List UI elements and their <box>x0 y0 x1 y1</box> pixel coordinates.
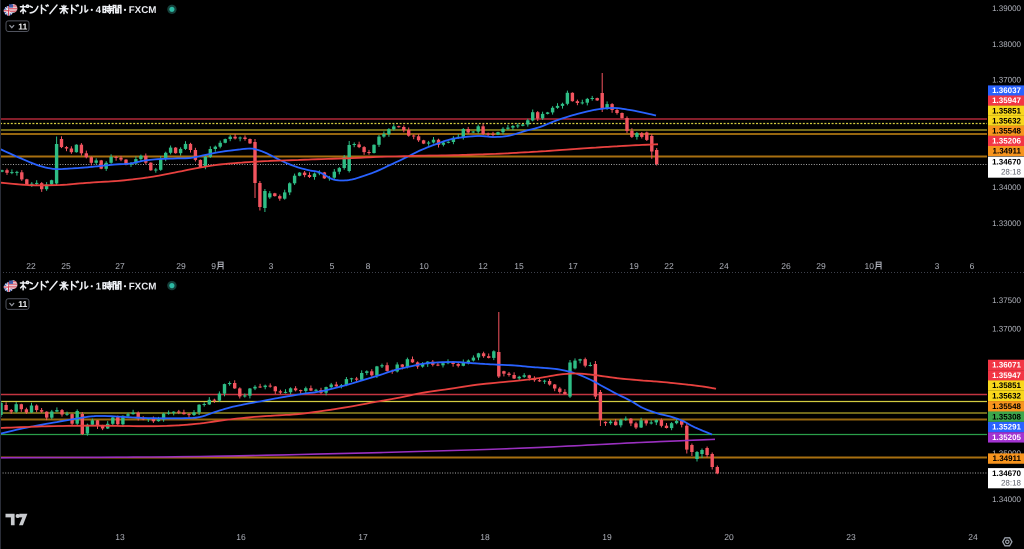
svg-text:1.34670: 1.34670 <box>992 469 1021 478</box>
svg-text:1.35548: 1.35548 <box>992 402 1021 411</box>
svg-text:3: 3 <box>935 261 940 271</box>
svg-text:1.36071: 1.36071 <box>992 360 1021 369</box>
svg-text:1.35947: 1.35947 <box>992 371 1021 380</box>
svg-text:16: 16 <box>236 532 246 542</box>
svg-text:1.35308: 1.35308 <box>992 412 1021 421</box>
svg-text:15: 15 <box>514 261 524 271</box>
svg-text:10: 10 <box>865 261 875 271</box>
svg-text:24: 24 <box>719 261 729 271</box>
svg-text:FXCM: FXCM <box>129 5 157 16</box>
svg-text:1.35548: 1.35548 <box>992 126 1021 135</box>
svg-text:24: 24 <box>968 532 978 542</box>
svg-text:18: 18 <box>480 532 490 542</box>
svg-text:1.35851: 1.35851 <box>992 106 1021 115</box>
svg-text:1.37000: 1.37000 <box>992 76 1021 85</box>
svg-text:1.34000: 1.34000 <box>992 495 1021 504</box>
svg-text:1.37500: 1.37500 <box>992 296 1021 305</box>
svg-text:23: 23 <box>846 532 856 542</box>
svg-text:1: 1 <box>96 282 102 293</box>
svg-text:19: 19 <box>602 532 612 542</box>
svg-text:17: 17 <box>358 532 368 542</box>
svg-text:20: 20 <box>724 532 734 542</box>
svg-text:28:18: 28:18 <box>1001 478 1022 487</box>
svg-text:4: 4 <box>96 5 102 16</box>
svg-text:10: 10 <box>419 261 429 271</box>
svg-text:1.36037: 1.36037 <box>992 86 1021 95</box>
svg-text:1.35632: 1.35632 <box>992 116 1021 125</box>
svg-text:1.33000: 1.33000 <box>992 219 1021 228</box>
svg-text:5: 5 <box>330 261 335 271</box>
svg-text:1.35947: 1.35947 <box>992 96 1021 105</box>
svg-text:17: 17 <box>568 261 578 271</box>
svg-text:1.34000: 1.34000 <box>992 183 1021 192</box>
svg-text:FXCM: FXCM <box>129 282 157 293</box>
svg-text:25: 25 <box>61 261 71 271</box>
svg-text:11: 11 <box>18 21 27 31</box>
svg-text:1.35291: 1.35291 <box>992 423 1021 432</box>
svg-text:12: 12 <box>478 261 488 271</box>
svg-text:1.34911: 1.34911 <box>993 147 1022 156</box>
svg-text:1.34670: 1.34670 <box>992 158 1021 167</box>
svg-text:13: 13 <box>115 532 125 542</box>
svg-text:1.35205: 1.35205 <box>992 433 1021 442</box>
svg-text:26: 26 <box>781 261 791 271</box>
svg-text:11: 11 <box>18 299 27 309</box>
svg-text:1.37000: 1.37000 <box>992 325 1021 334</box>
svg-text:3: 3 <box>269 261 274 271</box>
svg-text:29: 29 <box>816 261 826 271</box>
svg-text:1.39000: 1.39000 <box>992 4 1021 13</box>
svg-text:1.35851: 1.35851 <box>992 381 1021 390</box>
svg-text:9: 9 <box>211 261 216 271</box>
svg-text:22: 22 <box>664 261 674 271</box>
svg-text:19: 19 <box>629 261 639 271</box>
svg-text:27: 27 <box>115 261 125 271</box>
svg-text:1.35206: 1.35206 <box>992 137 1021 146</box>
svg-text:28:18: 28:18 <box>1001 168 1022 177</box>
svg-text:1.35632: 1.35632 <box>992 392 1021 401</box>
svg-text:8: 8 <box>366 261 371 271</box>
svg-text:29: 29 <box>176 261 186 271</box>
svg-text:6: 6 <box>970 261 975 271</box>
svg-text:1.34911: 1.34911 <box>993 454 1022 463</box>
svg-text:22: 22 <box>26 261 36 271</box>
svg-text:1.38000: 1.38000 <box>992 40 1021 49</box>
